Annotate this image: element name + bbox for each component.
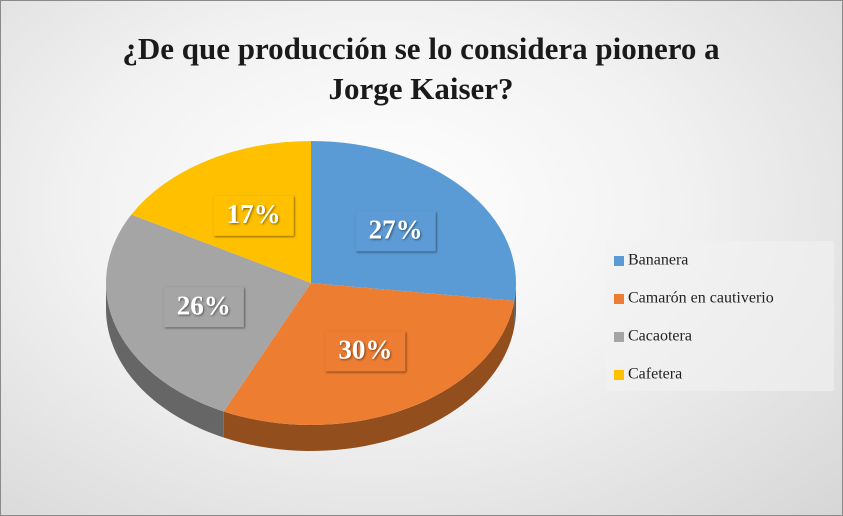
chart-title: ¿De que producción se lo considera pione… (122, 31, 720, 106)
data-label: 27% (369, 215, 423, 245)
data-label-box (213, 195, 294, 236)
legend-swatch (614, 332, 624, 342)
legend-label: Bananera (628, 252, 688, 269)
legend-label: Cafetera (628, 366, 682, 383)
data-label-box (325, 331, 406, 372)
legend-label: Cacaotera (628, 328, 692, 345)
slice-side (223, 300, 515, 451)
slice-side (106, 283, 224, 438)
legend-swatch (614, 294, 624, 304)
slice-side (514, 283, 516, 327)
data-label: 30% (338, 335, 392, 365)
legend-box (606, 241, 834, 391)
legend-label: Camarón en cautiverio (628, 290, 774, 307)
data-label: 17% (227, 199, 281, 229)
data-label-box (163, 287, 244, 328)
legend-swatch (614, 370, 624, 380)
data-label-box (355, 211, 436, 252)
legend-swatch (614, 256, 624, 266)
data-label: 26% (177, 290, 231, 320)
